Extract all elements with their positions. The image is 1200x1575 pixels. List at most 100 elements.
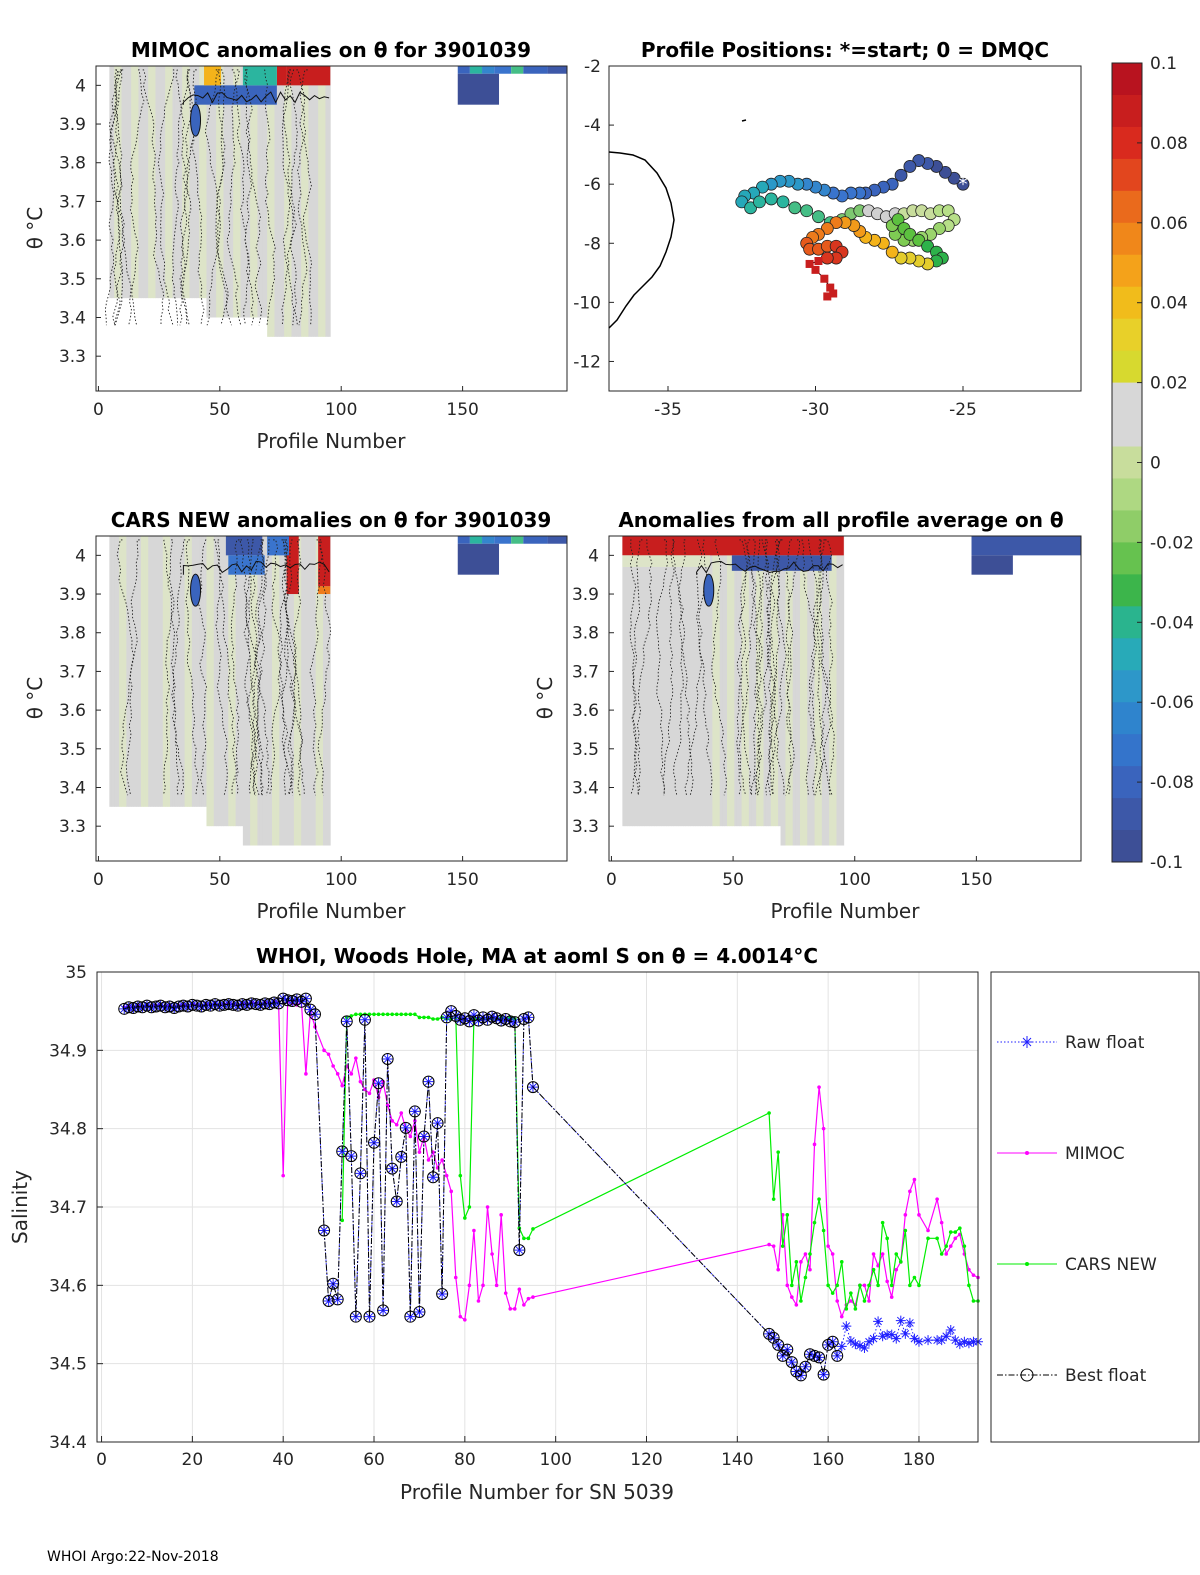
y-tick-label: 34.4: [49, 1433, 87, 1453]
allavg-anomaly-panel: Anomalies from all profile average on θ …: [533, 508, 1082, 923]
heat-column: [174, 536, 178, 807]
contour-line: [738, 539, 748, 796]
raw-float-point: [282, 995, 293, 1006]
heat-column: [245, 536, 249, 846]
legend-label: Raw float: [1065, 1033, 1145, 1053]
heat-column: [787, 536, 791, 846]
y-tick-label: 3.8: [59, 154, 86, 174]
contour-line: [673, 539, 686, 796]
profile-position: [744, 201, 757, 215]
best-float-point: [231, 999, 244, 1012]
cars-point: [799, 1299, 803, 1303]
contour-line: [764, 539, 776, 796]
heat-column: [191, 536, 195, 807]
heat-column: [284, 536, 287, 846]
heat-column: [262, 66, 266, 318]
heat-column: [756, 536, 760, 827]
x-tick-label: 0: [606, 870, 617, 890]
cars-point: [835, 1283, 840, 1288]
contour-line: [813, 539, 824, 796]
heat-column: [238, 66, 241, 318]
heat-cell: [457, 536, 470, 544]
y-tick-label: 3.6: [59, 701, 86, 721]
cars-point: [898, 1260, 903, 1264]
mimoc-point: [826, 1244, 830, 1248]
heat-column: [172, 536, 176, 807]
heat-column: [286, 66, 290, 337]
best-float-point: [163, 1000, 176, 1013]
heat-cell: [511, 536, 524, 544]
heat-column: [177, 536, 181, 807]
profile-position: [820, 251, 834, 265]
heat-column: [160, 536, 164, 807]
x-tick-label: 100: [539, 1450, 571, 1470]
mimoc-point: [485, 1205, 490, 1209]
cars-y-label: θ °C: [23, 677, 47, 720]
mimoc-point: [426, 1158, 431, 1162]
best-float-point: [826, 1335, 839, 1348]
y-tick-label: 34.6: [49, 1276, 87, 1296]
heat-column: [272, 536, 275, 846]
cars-point: [790, 1283, 794, 1288]
heat-column: [318, 536, 321, 846]
heat-column: [269, 536, 273, 846]
mimoc-point: [971, 1273, 976, 1277]
heat-column: [114, 66, 118, 299]
heat-column: [276, 536, 280, 846]
best-float-point: [358, 1013, 371, 1026]
best-float-point: [222, 998, 235, 1011]
colorbar-band: [1112, 830, 1142, 863]
heat-column: [658, 536, 662, 827]
mimoc-point: [880, 1252, 885, 1256]
colorbar-band: [1112, 702, 1142, 735]
heat-column: [194, 536, 198, 807]
heat-column: [313, 536, 317, 846]
best-float-point: [386, 1162, 399, 1175]
contour-line: [317, 539, 332, 796]
contour-line: [773, 539, 785, 796]
heat-column: [673, 536, 677, 827]
y-tick-label: 3.5: [59, 270, 86, 290]
y-tick-label: 34.8: [49, 1120, 87, 1140]
best-float-point: [136, 1001, 149, 1014]
mimoc-point: [458, 1314, 463, 1319]
heat-column: [734, 536, 738, 827]
legend-items: Raw float MIMOC CARS NEW Best float: [997, 1033, 1157, 1386]
colorbar-band: [1112, 222, 1142, 256]
heat-column: [150, 66, 154, 299]
heat-column: [114, 536, 118, 807]
heat-column: [189, 536, 193, 807]
x-tick-label: 150: [446, 400, 478, 420]
cars-point: [967, 1283, 971, 1288]
profile-position: [735, 195, 749, 209]
profile-position: [776, 195, 790, 209]
heat-column: [255, 66, 258, 318]
y-tick-label: 3.5: [572, 740, 599, 760]
contour-line: [281, 539, 305, 796]
heat-column: [751, 536, 755, 827]
mimoc-point: [790, 1295, 794, 1299]
heat-column: [191, 66, 195, 299]
heat-column: [131, 536, 135, 807]
heat-column: [765, 536, 769, 827]
colorbar-tick-label: -0.04: [1150, 613, 1194, 633]
legend-marker: [1025, 1151, 1029, 1155]
heat-column: [695, 536, 699, 827]
heat-column: [276, 66, 280, 337]
mimoc-axes-box: [95, 65, 568, 392]
mimoc-point: [463, 1318, 467, 1322]
heat-column: [744, 536, 747, 827]
cars-point: [408, 1012, 413, 1017]
heat-column: [722, 536, 725, 827]
x-tick-label: 0: [93, 400, 104, 420]
best-float-point: [345, 1150, 358, 1163]
heat-cell: [547, 536, 567, 544]
heat-column: [293, 66, 297, 337]
colorbar-band: [1112, 382, 1142, 416]
heat-column: [736, 536, 740, 827]
heat-column: [162, 536, 166, 807]
heat-column: [705, 536, 708, 827]
heat-column: [247, 66, 251, 318]
heat-column: [208, 66, 212, 318]
